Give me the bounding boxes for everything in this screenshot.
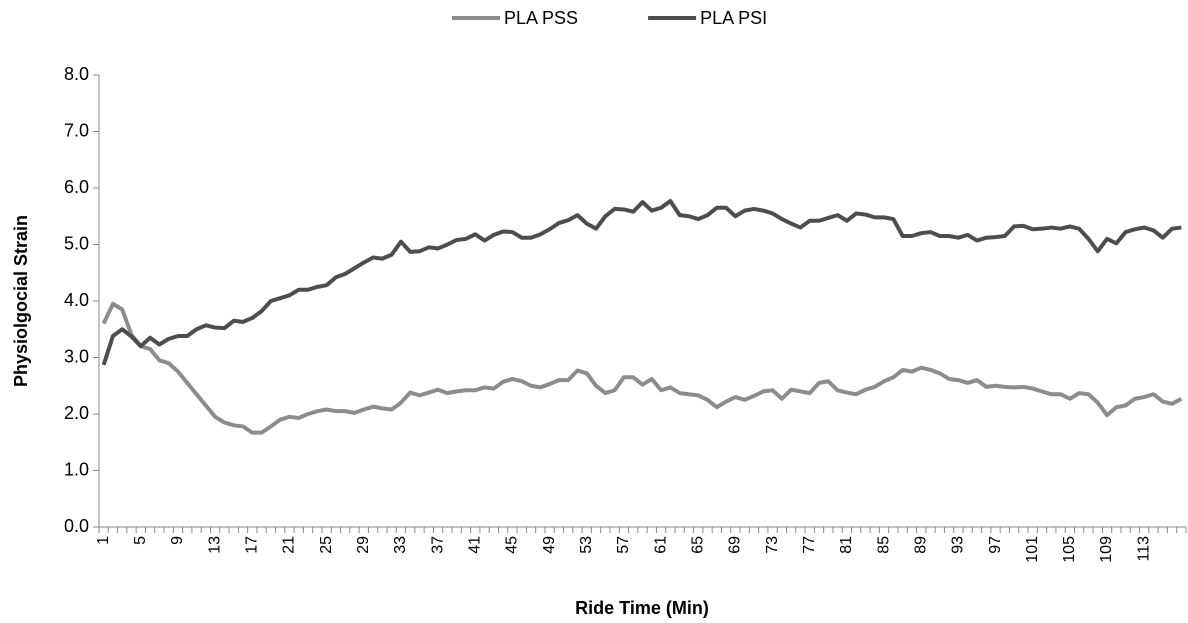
x-tick-label: 109 [1098, 536, 1115, 563]
y-tick-label: 2.0 [64, 403, 89, 423]
x-tick-label: 89 [912, 536, 929, 554]
x-tick-label: 21 [281, 536, 298, 554]
x-tick-label: 9 [169, 536, 186, 545]
x-tick-label: 17 [244, 536, 261, 554]
data-line [101, 199, 1182, 366]
x-tick-label: 49 [541, 536, 558, 554]
x-tick-label: 113 [1135, 536, 1152, 562]
y-tick-label: 7.0 [64, 120, 89, 140]
y-axis-title: Physiolgocial Strain [11, 215, 31, 387]
x-axis-title: Ride Time (Min) [575, 598, 709, 618]
x-tick-label: 81 [838, 536, 855, 554]
y-tick-label: 1.0 [64, 459, 89, 479]
x-tick-label: 33 [392, 536, 409, 554]
x-tick-label: 65 [689, 536, 706, 554]
x-tick-label: 25 [318, 536, 335, 554]
x-tick-label: 29 [355, 536, 372, 554]
x-tick-label: 77 [801, 536, 818, 554]
x-tick-label: 101 [1024, 536, 1041, 563]
x-tick-label: 41 [466, 536, 483, 554]
x-tick-label: 37 [429, 536, 446, 554]
legend-label: PLA PSS [504, 8, 578, 28]
x-tick-label: 69 [727, 536, 744, 554]
x-tick-label: 85 [875, 536, 892, 554]
x-tick-label: 73 [764, 536, 781, 554]
data-line [101, 301, 1183, 435]
x-tick-label: 5 [132, 536, 149, 545]
x-tick-label: 61 [652, 536, 669, 554]
y-tick-label: 8.0 [64, 64, 89, 84]
y-tick-label: 5.0 [64, 233, 89, 253]
x-tick-label: 97 [987, 536, 1004, 554]
x-tick-label: 57 [615, 536, 632, 554]
x-tick-label: 53 [578, 536, 595, 554]
y-tick-label: 0.0 [64, 516, 89, 536]
y-tick-label: 3.0 [64, 346, 89, 366]
x-tick-label: 45 [504, 536, 521, 554]
x-tick-label: 13 [206, 536, 223, 554]
y-tick-label: 4.0 [64, 290, 89, 310]
legend-label: PLA PSI [700, 8, 767, 28]
y-tick-label: 6.0 [64, 177, 89, 197]
x-tick-label: 93 [950, 536, 967, 554]
x-tick-label: 105 [1061, 536, 1078, 563]
x-tick-label: 1 [95, 536, 112, 545]
